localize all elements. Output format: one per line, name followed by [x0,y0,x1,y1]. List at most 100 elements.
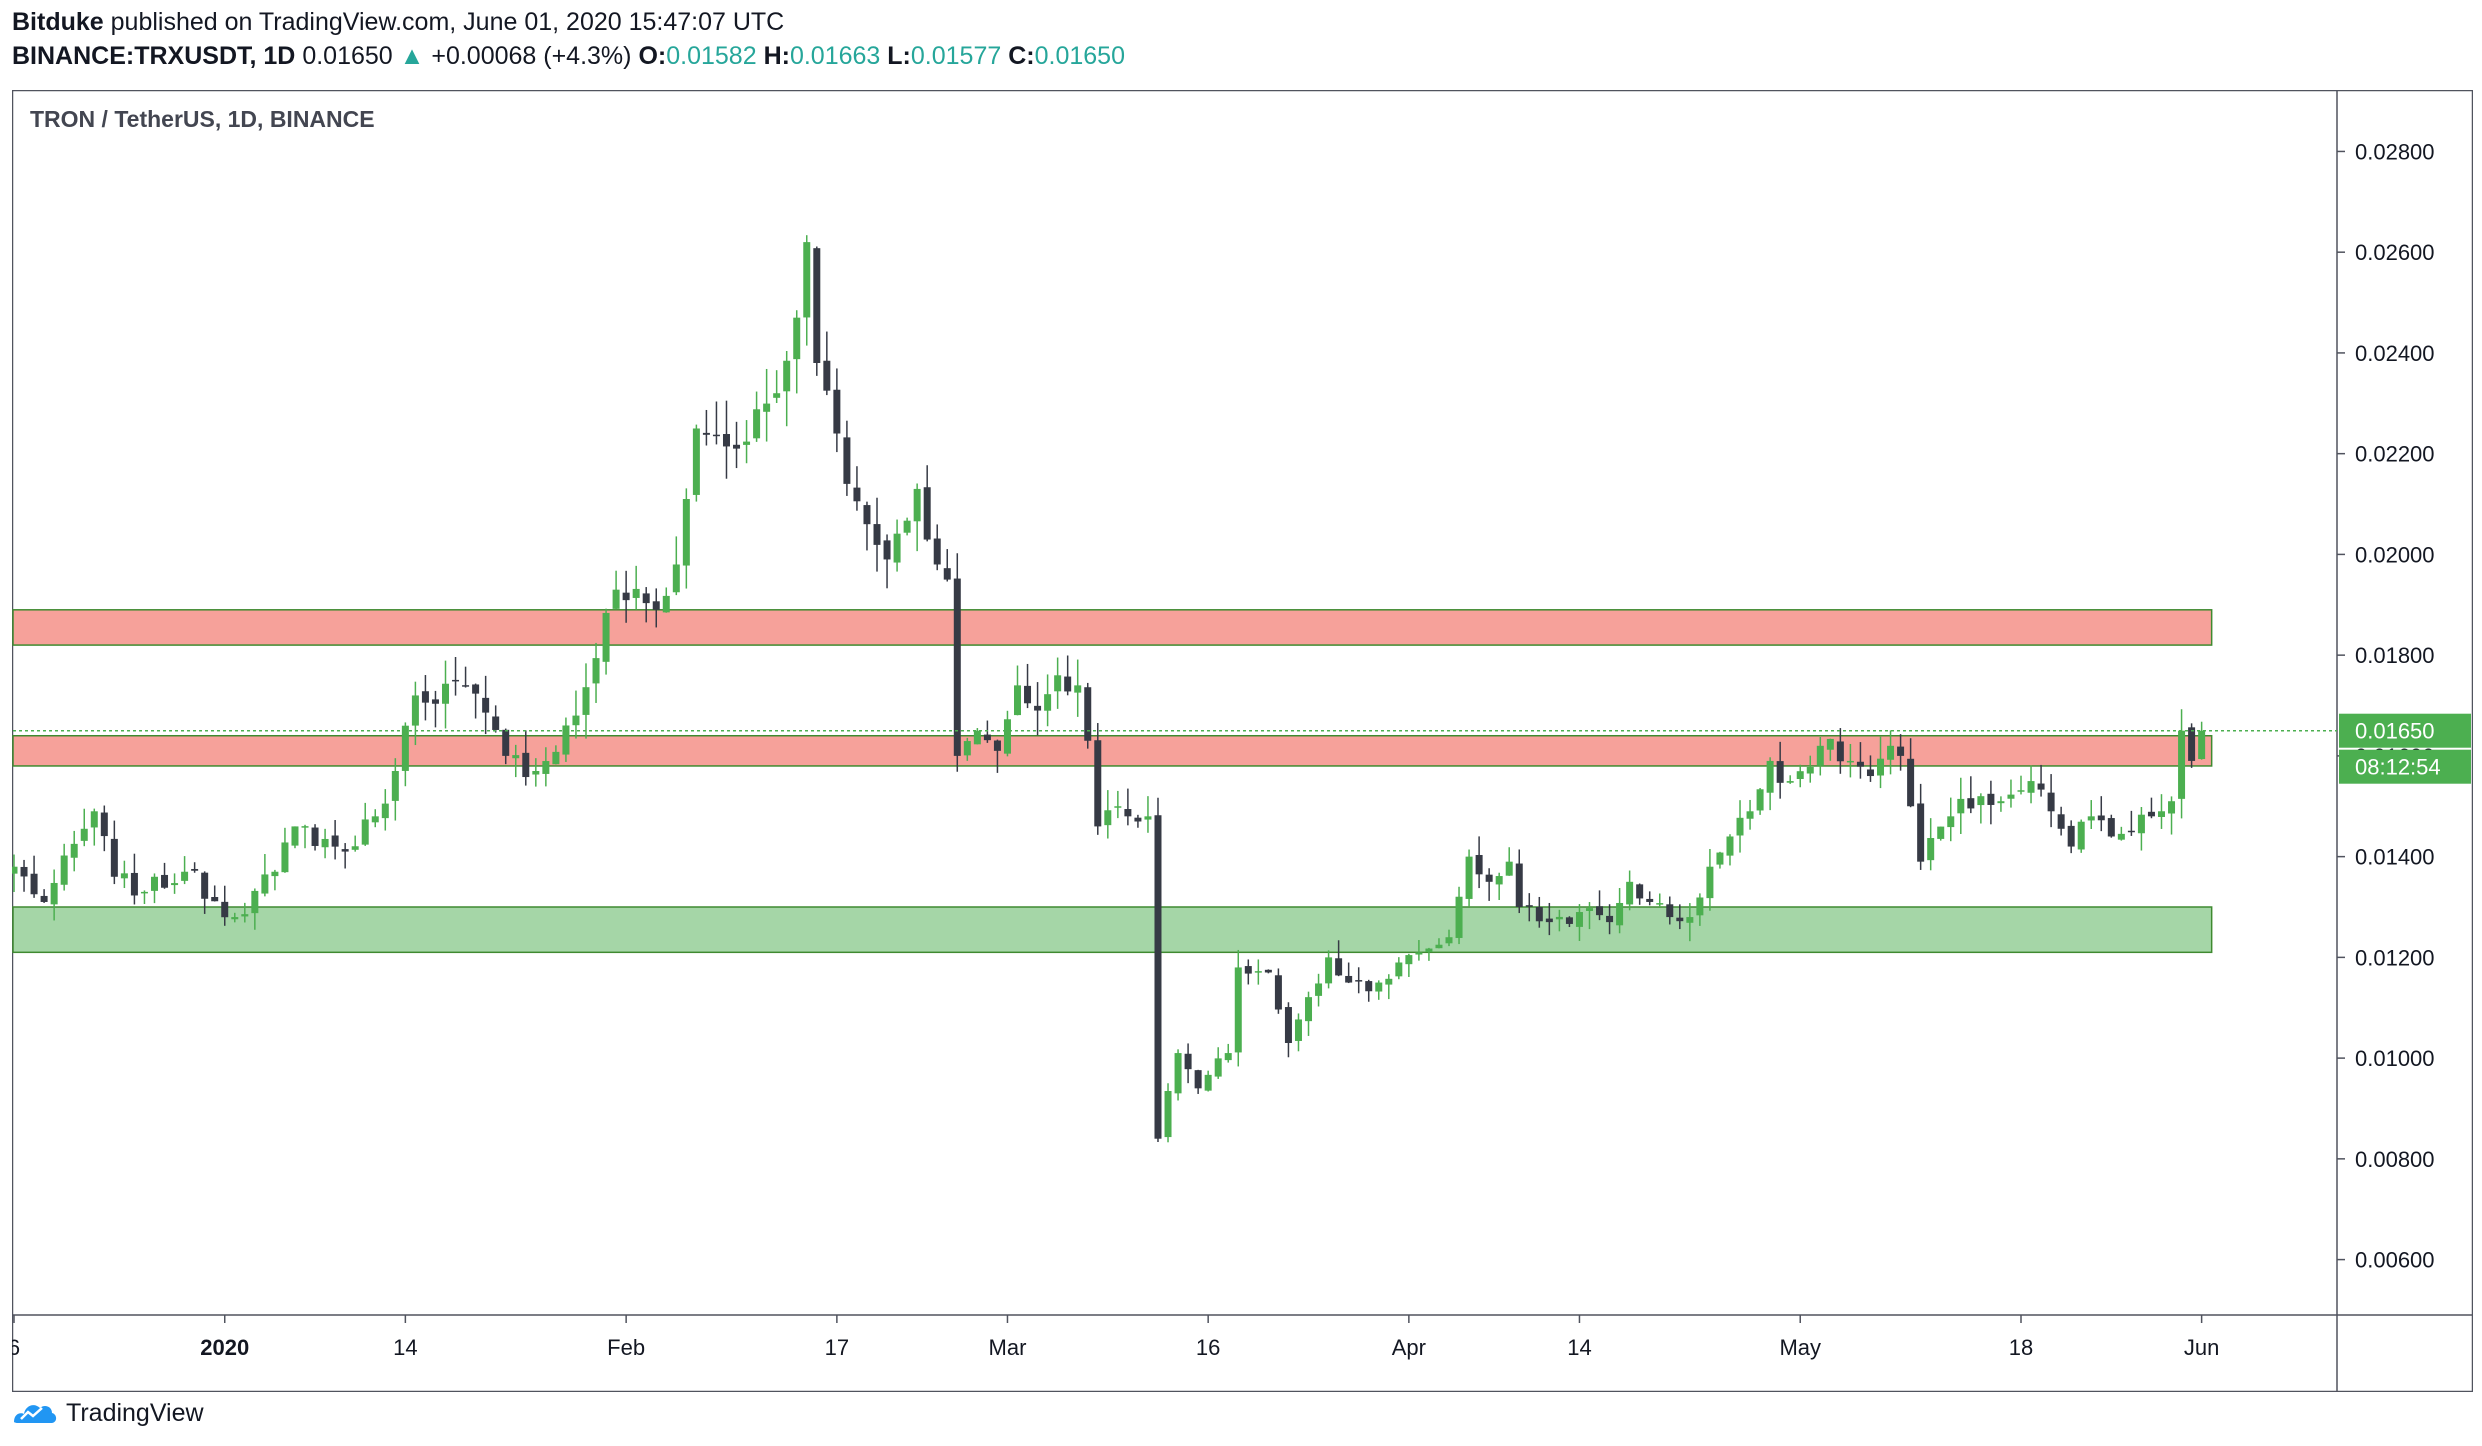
candle[interactable] [582,663,590,739]
candle[interactable] [592,642,600,703]
candle[interactable] [1003,710,1011,757]
candle[interactable] [1636,883,1644,905]
candle[interactable] [1465,849,1473,907]
candle[interactable] [231,912,239,923]
candle[interactable] [371,809,379,828]
candle[interactable] [1274,968,1282,1014]
candle[interactable] [1094,723,1102,835]
candle[interactable] [452,657,460,696]
candle[interactable] [2137,807,2145,851]
candle[interactable] [803,235,811,346]
candle[interactable] [2107,814,2115,838]
candle[interactable] [1204,1070,1212,1092]
candle[interactable] [251,888,259,930]
candle[interactable] [632,565,640,610]
candle[interactable] [2017,775,2025,795]
candle[interactable] [1806,755,1814,783]
candle[interactable] [712,401,720,445]
candle[interactable] [1856,742,1864,779]
candle[interactable] [1214,1047,1222,1079]
candle[interactable] [1495,872,1503,900]
candle[interactable] [1987,780,1995,825]
candle[interactable] [1435,938,1443,949]
candle[interactable] [140,890,148,904]
candle[interactable] [1315,973,1323,1007]
candle[interactable] [2157,794,2165,829]
resistance-zone-lower[interactable] [12,734,2213,767]
candle[interactable] [1104,790,1112,839]
candle[interactable] [1696,893,1704,926]
candle[interactable] [853,466,861,511]
candle[interactable] [1114,790,1122,819]
candle[interactable] [462,666,470,688]
candle[interactable] [1666,896,1674,925]
candle[interactable] [2127,810,2135,836]
candle[interactable] [321,828,329,859]
candle[interactable] [1054,657,1062,709]
candle[interactable] [2037,764,2045,797]
candle[interactable] [753,391,761,442]
candle[interactable] [2117,826,2125,841]
candle[interactable] [1264,969,1272,974]
candle[interactable] [2097,796,2105,832]
candle[interactable] [1726,834,1734,866]
candle[interactable] [1846,743,1854,778]
candle[interactable] [1034,682,1042,736]
candle[interactable] [1194,1069,1202,1094]
candle[interactable] [2168,796,2176,835]
candle[interactable] [100,805,108,852]
candle[interactable] [522,730,530,786]
candle[interactable] [2087,800,2095,829]
candle[interactable] [1325,950,1333,989]
candle[interactable] [1385,974,1393,1000]
candle[interactable] [1164,1083,1172,1143]
candle[interactable] [90,808,98,846]
candle[interactable] [70,830,78,872]
candle[interactable] [1224,1043,1232,1063]
candle[interactable] [2007,779,2015,808]
candle[interactable] [1756,788,1764,815]
candle[interactable] [793,310,801,394]
candle[interactable] [1425,947,1433,961]
candle[interactable] [733,421,741,469]
candle[interactable] [2178,709,2186,819]
candle[interactable] [542,747,550,787]
candle[interactable] [1335,940,1343,977]
candle[interactable] [1144,796,1152,833]
candle[interactable] [1395,957,1403,980]
candle[interactable] [281,827,289,873]
candle[interactable] [1375,980,1383,1000]
candle[interactable] [1796,764,1804,788]
candle[interactable] [833,368,841,453]
candle[interactable] [1676,904,1684,930]
candle[interactable] [622,570,630,623]
candle[interactable] [913,483,921,552]
candle[interactable] [1766,757,1774,811]
candle[interactable] [2147,797,2155,819]
candle[interactable] [1254,959,1262,985]
candle[interactable] [241,902,249,923]
candle[interactable] [1776,741,1784,799]
candle[interactable] [50,869,58,921]
candle[interactable] [472,683,480,719]
candle[interactable] [1154,797,1162,1143]
candle[interactable] [1475,836,1483,889]
candle[interactable] [1294,1013,1302,1052]
candle[interactable] [492,705,500,733]
candle[interactable] [1716,851,1724,869]
support-zone[interactable] [12,906,2213,954]
candle[interactable] [1345,962,1353,984]
candle[interactable] [1084,682,1092,749]
candle[interactable] [672,536,680,596]
candle[interactable] [2057,806,2065,836]
candle[interactable] [1967,776,1975,814]
candle[interactable] [60,843,68,891]
candle[interactable] [80,808,88,847]
candle[interactable] [983,720,991,743]
candle[interactable] [1877,736,1885,789]
candle[interactable] [110,820,118,885]
candle[interactable] [502,728,510,765]
candle[interactable] [442,660,450,729]
candle[interactable] [1907,738,1915,808]
candle[interactable] [1405,953,1413,977]
